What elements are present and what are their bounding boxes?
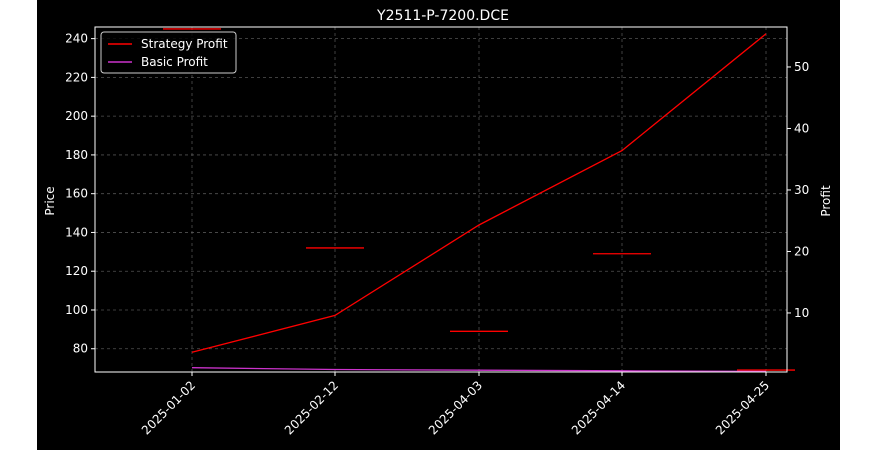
x-tick-label: 2025-04-03 — [426, 378, 485, 437]
left-tick-label: 180 — [65, 148, 88, 162]
grid-lines — [95, 27, 787, 372]
left-tick-label: 120 — [65, 264, 88, 278]
legend-label-basic: Basic Profit — [141, 55, 208, 69]
left-tick-label: 80 — [73, 342, 88, 356]
x-tick-label: 2025-01-02 — [139, 378, 198, 437]
legend: Strategy Profit Basic Profit — [100, 31, 237, 74]
legend-label-strategy: Strategy Profit — [141, 37, 228, 51]
right-axis: 10 20 30 40 50 — [787, 60, 809, 320]
right-tick-label: 50 — [794, 60, 809, 74]
plot-frame — [94, 26, 788, 373]
left-tick-label: 100 — [65, 303, 88, 317]
right-tick-label: 20 — [794, 244, 809, 258]
left-tick-label: 240 — [65, 32, 88, 46]
left-tick-label: 220 — [65, 70, 88, 84]
left-tick-label: 160 — [65, 187, 88, 201]
left-tick-label: 140 — [65, 225, 88, 239]
chart-figure: Y2511-P-7200.DCE 80 100 120 140 160 180 200 220… — [37, 0, 840, 450]
strategy-profit-line — [191, 33, 767, 353]
x-tick-label: 2025-04-25 — [713, 378, 772, 437]
left-tick-label: 200 — [65, 109, 88, 123]
right-tick-label: 40 — [794, 121, 809, 135]
x-axis: 2025-01-02 2025-02-12 2025-04-03 2025-04-14… — [139, 372, 772, 437]
series-lines — [191, 33, 767, 373]
basic-profit-line — [191, 367, 767, 373]
x-tick-label: 2025-04-14 — [569, 378, 628, 437]
left-axis: 80 100 120 140 160 180 200 220 240 — [65, 32, 95, 356]
right-tick-label: 30 — [794, 183, 809, 197]
right-tick-label: 10 — [794, 306, 809, 320]
legend-box — [100, 31, 237, 74]
right-axis-label: Profit — [819, 185, 833, 217]
chart-svg: Y2511-P-7200.DCE 80 100 120 140 160 180 200 220… — [43, 8, 833, 437]
price-markers — [163, 28, 795, 371]
chart-title: Y2511-P-7200.DCE — [376, 8, 509, 24]
left-axis-label: Price — [43, 186, 57, 215]
x-tick-label: 2025-02-12 — [282, 378, 341, 437]
